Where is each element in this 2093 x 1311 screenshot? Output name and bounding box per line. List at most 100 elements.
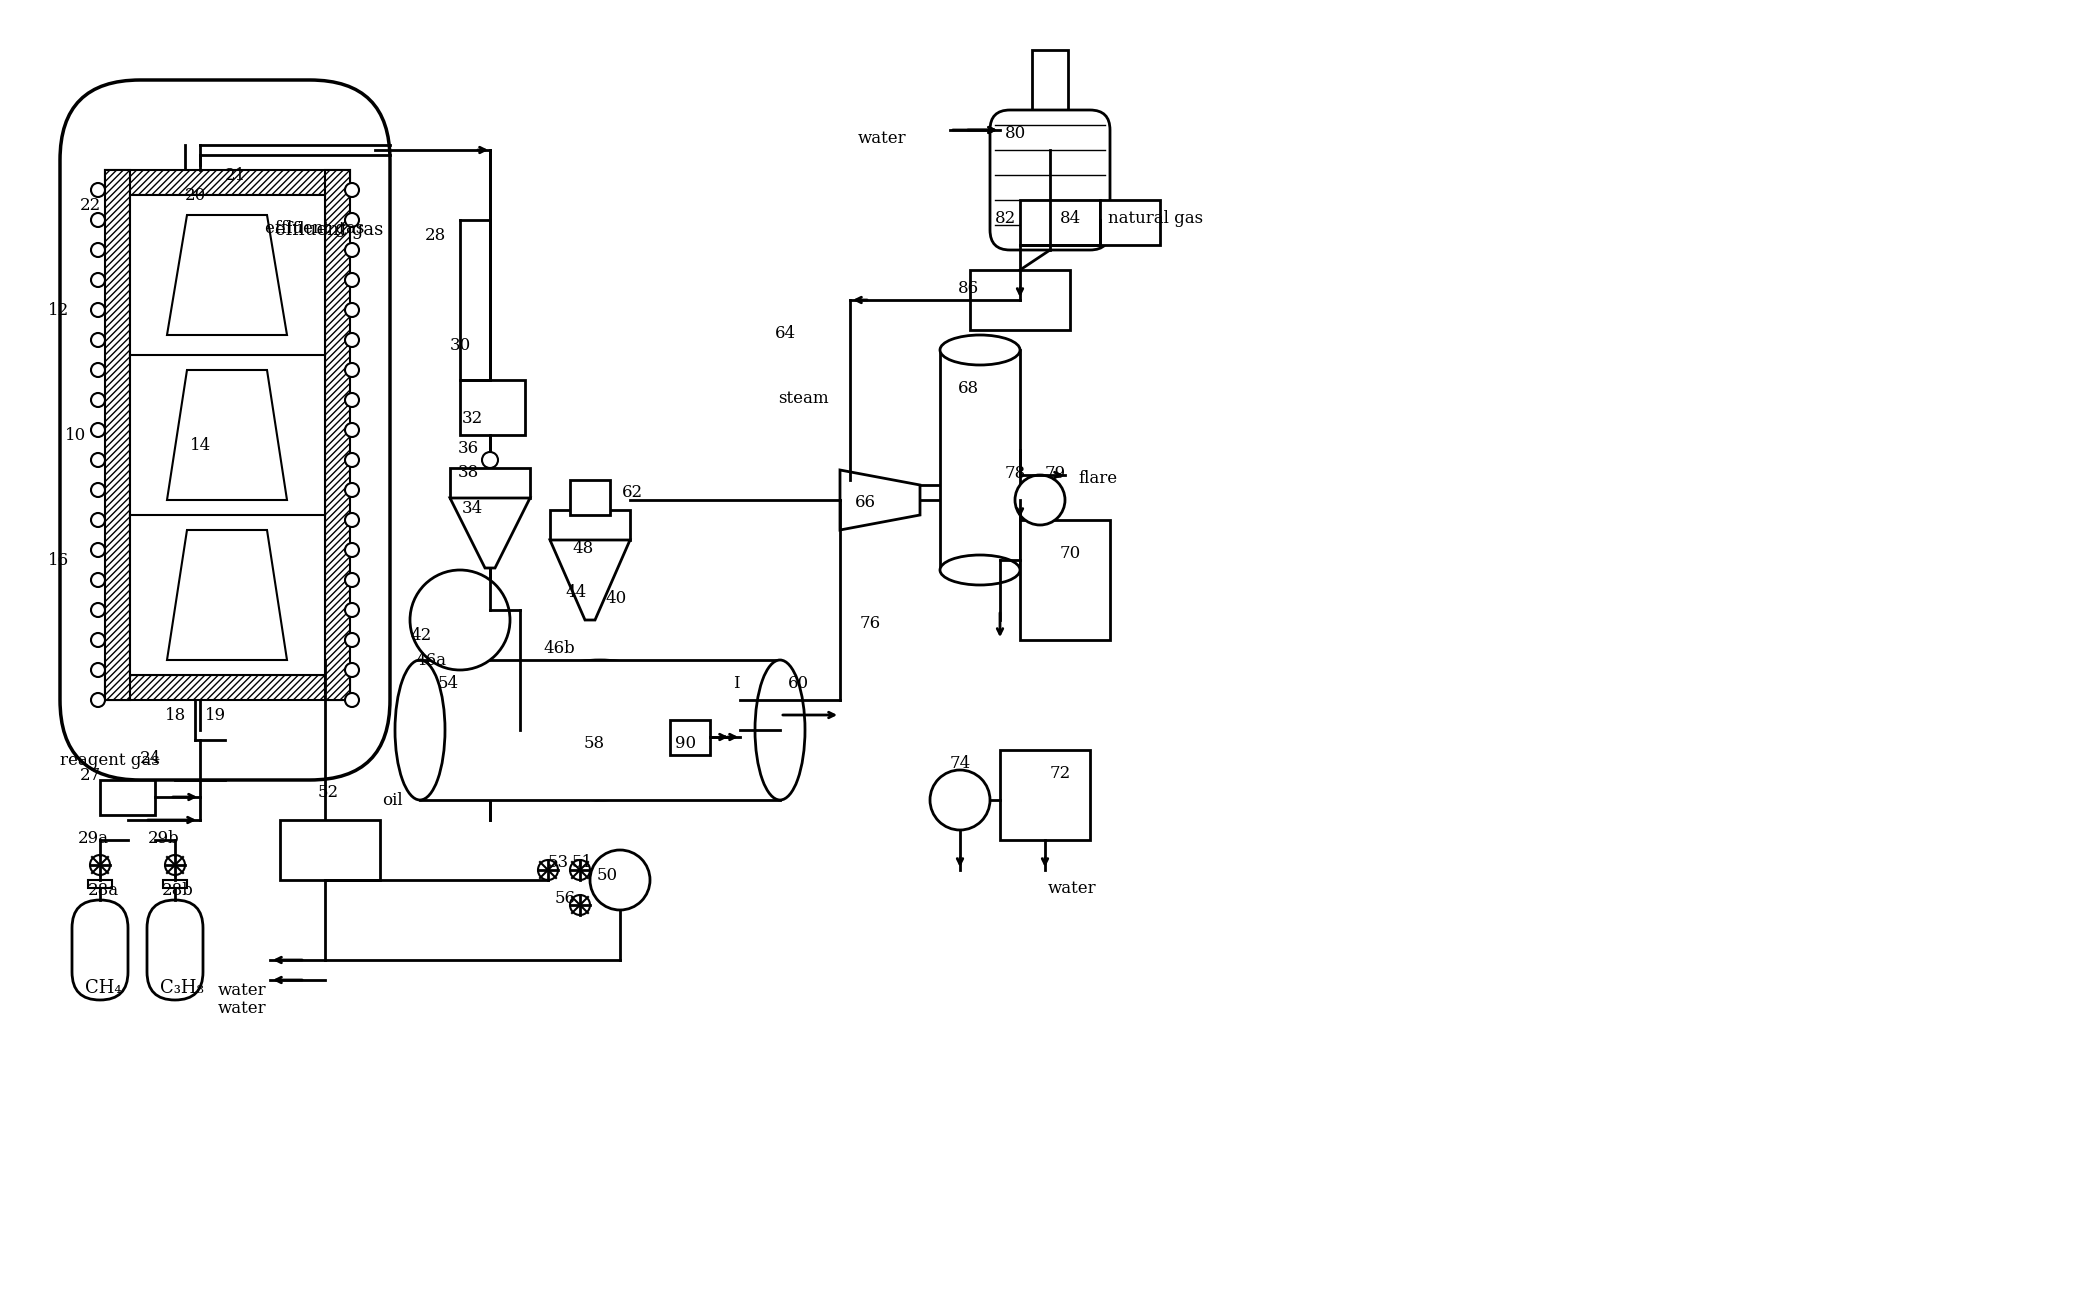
Circle shape — [345, 482, 360, 497]
Text: water: water — [858, 130, 906, 147]
Text: 74: 74 — [950, 755, 971, 771]
Text: 51: 51 — [571, 853, 592, 871]
Text: 18: 18 — [165, 707, 186, 724]
Bar — [1019, 201, 1101, 245]
Text: effluent gas: effluent gas — [274, 222, 383, 239]
Text: 16: 16 — [48, 552, 69, 569]
Circle shape — [165, 855, 184, 874]
Text: 40: 40 — [605, 590, 626, 607]
Text: 56: 56 — [555, 889, 576, 906]
Text: 76: 76 — [860, 615, 881, 632]
Circle shape — [481, 452, 498, 468]
Polygon shape — [167, 530, 287, 659]
Text: 58: 58 — [584, 734, 605, 751]
Text: C₃H₈: C₃H₈ — [159, 979, 203, 996]
Text: 10: 10 — [65, 426, 86, 443]
Polygon shape — [450, 498, 530, 568]
Circle shape — [90, 303, 105, 317]
Circle shape — [345, 212, 360, 227]
Circle shape — [345, 573, 360, 587]
Text: flare: flare — [1078, 469, 1118, 486]
Text: 66: 66 — [856, 493, 877, 510]
Text: natural gas: natural gas — [1107, 210, 1203, 227]
Circle shape — [90, 663, 105, 676]
Text: 30: 30 — [450, 337, 471, 354]
Text: 60: 60 — [787, 674, 810, 691]
Circle shape — [90, 423, 105, 437]
Text: 29a: 29a — [77, 830, 109, 847]
Text: 62: 62 — [622, 484, 643, 501]
Circle shape — [410, 570, 511, 670]
Bar — [324, 170, 350, 700]
Ellipse shape — [756, 659, 806, 800]
FancyBboxPatch shape — [147, 899, 203, 1000]
Circle shape — [345, 303, 360, 317]
FancyBboxPatch shape — [61, 80, 389, 780]
Text: 50: 50 — [597, 867, 617, 884]
Text: 90: 90 — [676, 734, 697, 751]
Circle shape — [345, 393, 360, 406]
Text: 24: 24 — [140, 750, 161, 767]
Text: 79: 79 — [1044, 464, 1065, 481]
Bar — [163, 880, 186, 888]
Circle shape — [90, 363, 105, 378]
Text: 53: 53 — [548, 853, 569, 871]
Text: 19: 19 — [205, 707, 226, 724]
Circle shape — [538, 860, 559, 880]
Circle shape — [90, 633, 105, 648]
Text: oil: oil — [383, 792, 402, 809]
Circle shape — [90, 855, 111, 874]
Circle shape — [345, 543, 360, 557]
Bar — [1101, 201, 1160, 245]
Bar — [1000, 750, 1090, 840]
Bar — [280, 819, 381, 880]
Text: 32: 32 — [463, 409, 483, 426]
Text: 34: 34 — [463, 499, 483, 517]
Circle shape — [90, 454, 105, 467]
Text: 86: 86 — [959, 279, 980, 296]
Polygon shape — [167, 215, 287, 336]
Circle shape — [345, 333, 360, 347]
Text: water: water — [218, 982, 266, 999]
Circle shape — [90, 212, 105, 227]
Circle shape — [345, 663, 360, 676]
Circle shape — [90, 273, 105, 287]
Text: 46a: 46a — [414, 652, 446, 669]
Text: 44: 44 — [565, 583, 586, 600]
Text: 84: 84 — [1059, 210, 1082, 227]
Polygon shape — [167, 370, 287, 499]
Text: 38: 38 — [458, 464, 479, 481]
Circle shape — [590, 850, 651, 910]
Text: 22: 22 — [80, 197, 100, 214]
Text: 82: 82 — [994, 210, 1017, 227]
Text: 28: 28 — [425, 227, 446, 244]
Circle shape — [929, 770, 990, 830]
Circle shape — [345, 633, 360, 648]
Text: 78: 78 — [1005, 464, 1026, 481]
Circle shape — [90, 184, 105, 197]
Text: 28b: 28b — [161, 881, 195, 898]
Ellipse shape — [500, 659, 699, 800]
Text: 64: 64 — [774, 325, 795, 341]
Text: 42: 42 — [410, 627, 431, 644]
Bar — [105, 675, 350, 700]
Bar — [670, 720, 710, 755]
Circle shape — [569, 860, 590, 880]
Polygon shape — [839, 471, 921, 530]
Text: 68: 68 — [959, 379, 980, 396]
Text: 14: 14 — [190, 437, 211, 454]
FancyBboxPatch shape — [990, 110, 1109, 250]
Text: 20: 20 — [184, 186, 207, 203]
Text: 29b: 29b — [149, 830, 180, 847]
Text: water: water — [218, 999, 266, 1016]
Circle shape — [345, 363, 360, 378]
Bar — [1019, 520, 1109, 640]
Text: reagent gas: reagent gas — [61, 751, 159, 768]
Circle shape — [90, 482, 105, 497]
Text: 27: 27 — [80, 767, 100, 784]
Text: I: I — [733, 674, 739, 691]
Circle shape — [345, 184, 360, 197]
Circle shape — [345, 694, 360, 707]
Circle shape — [90, 543, 105, 557]
Text: 12: 12 — [48, 302, 69, 319]
